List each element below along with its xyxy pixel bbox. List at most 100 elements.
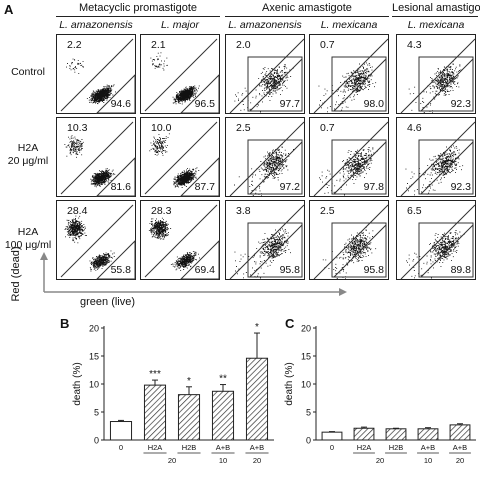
group-header-metacyclic: Metacyclic promastigote (79, 2, 197, 14)
flow-scatter (60, 121, 136, 197)
percent-dead: 2.1 (151, 39, 166, 51)
y-axis-label: death (%) (284, 362, 295, 405)
row-label-line2: 20 μg/ml (7, 155, 49, 167)
gate-lines (60, 121, 136, 197)
flow-scatter (229, 204, 305, 280)
gate-lines (313, 204, 389, 280)
scatter-points (148, 217, 200, 272)
gate-lines (144, 121, 220, 197)
percent-live: 97.2 (279, 181, 300, 193)
gate-lines (60, 204, 136, 280)
percent-dead: 28.3 (151, 205, 172, 217)
bar-3 (177, 394, 201, 441)
category-label: H2B (389, 443, 404, 452)
flow-scatter (400, 38, 476, 114)
percent-dead: 10.3 (67, 122, 88, 134)
percent-live: 92.3 (450, 181, 471, 193)
scatter-points (150, 52, 200, 105)
category-label: H2A (357, 443, 372, 452)
flow-plot-r3-c2: 28.3 69.4 (140, 200, 220, 280)
flow-scatter (400, 121, 476, 197)
category-label: 0 (330, 443, 334, 452)
percent-dead: 4.6 (407, 122, 422, 134)
bar-chart-c: 0 5 10 15 20 death (%) 0 H2A H2B A+B A+B 20 10 20 (284, 324, 476, 465)
flow-scatter (60, 204, 136, 280)
bar-4 (417, 428, 439, 441)
panel-label-b: B (60, 316, 70, 331)
y-tick-label: 0 (94, 436, 99, 446)
dose-label: 10 (219, 456, 227, 465)
bar-5 (449, 424, 471, 441)
group-header-lesional: Lesional amastigote (392, 2, 480, 14)
bar-2 (143, 384, 167, 441)
scatter-points (64, 215, 115, 272)
flow-scatter (313, 204, 389, 280)
bar-1 (321, 431, 343, 441)
flow-plot-r1-c3: 2.0 97.7 (225, 34, 305, 114)
group-underline-lesional (392, 16, 478, 17)
percent-live: 55.8 (110, 264, 131, 276)
flow-scatter (60, 38, 136, 114)
bar-4 (211, 390, 235, 441)
significance-label: * (187, 376, 191, 387)
row-label-line1: Control (11, 66, 45, 78)
category-label: A+B (216, 443, 230, 452)
category-label: A+B (453, 443, 467, 452)
percent-live: 95.8 (363, 264, 384, 276)
y-tick-label: 20 (301, 324, 311, 334)
flow-plot-r1-c1: 2.2 94.6 (56, 34, 136, 114)
category-label: H2A (148, 443, 163, 452)
panel-label-a: A (4, 2, 14, 17)
percent-live: 97.7 (279, 98, 300, 110)
percent-live: 87.7 (194, 181, 215, 193)
row-label-h2a-100: H2A 100 μg/ml (2, 226, 54, 252)
row-label-line1: H2A (17, 142, 39, 154)
gate-lines (400, 121, 476, 197)
gate-lines (229, 121, 305, 197)
significance-label: ** (219, 374, 227, 385)
row-label-control: Control (2, 66, 54, 79)
bar-1 (109, 421, 133, 441)
significance-label: *** (149, 369, 161, 380)
percent-live: 89.8 (450, 264, 471, 276)
flow-plot-r2-c1: 10.3 81.6 (56, 117, 136, 197)
column-label-5: L. mexicana (407, 19, 465, 31)
percent-dead: 0.7 (320, 122, 335, 134)
category-label: A+B (250, 443, 264, 452)
flow-plot-r1-c4: 0.7 98.0 (309, 34, 389, 114)
category-label: H2B (182, 443, 197, 452)
y-axis-label-red-dead: Red (dead) (10, 246, 22, 302)
y-tick-label: 15 (89, 352, 99, 362)
row-label-line2: 100 μg/ml (4, 239, 52, 251)
y-tick-label: 15 (301, 352, 311, 362)
y-tick-label: 10 (301, 380, 311, 390)
percent-dead: 0.7 (320, 39, 335, 51)
scatter-points (322, 226, 377, 280)
flow-plot-r1-c2: 2.1 96.5 (140, 34, 220, 114)
scatter-points (149, 133, 200, 188)
bar-5 (245, 357, 269, 441)
flow-plot-r3-c5: 6.5 89.8 (396, 200, 476, 280)
flow-scatter (144, 204, 220, 280)
scatter-points (66, 58, 116, 105)
gate-lines (144, 38, 220, 114)
y-tick-label: 10 (89, 380, 99, 390)
gate-lines (229, 38, 305, 114)
flow-scatter (313, 121, 389, 197)
percent-live: 81.6 (110, 181, 131, 193)
column-label-4: L. mexicana (320, 19, 378, 31)
percent-dead: 10.0 (151, 122, 172, 134)
x-axis-label-green-live: green (live) (80, 296, 136, 308)
flow-plot-r2-c3: 2.5 97.2 (225, 117, 305, 197)
flow-plot-r3-c4: 2.5 95.8 (309, 200, 389, 280)
dose-label: 20 (253, 456, 261, 465)
column-label-2: L. major (161, 19, 199, 31)
percent-dead: 2.0 (236, 39, 251, 51)
flow-plot-r1-c5: 4.3 92.3 (396, 34, 476, 114)
percent-live: 97.8 (363, 181, 384, 193)
percent-live: 95.8 (279, 264, 300, 276)
flow-scatter (144, 121, 220, 197)
flow-plot-r3-c3: 3.8 95.8 (225, 200, 305, 280)
y-tick-label: 0 (306, 436, 311, 446)
percent-dead: 2.5 (320, 205, 335, 217)
